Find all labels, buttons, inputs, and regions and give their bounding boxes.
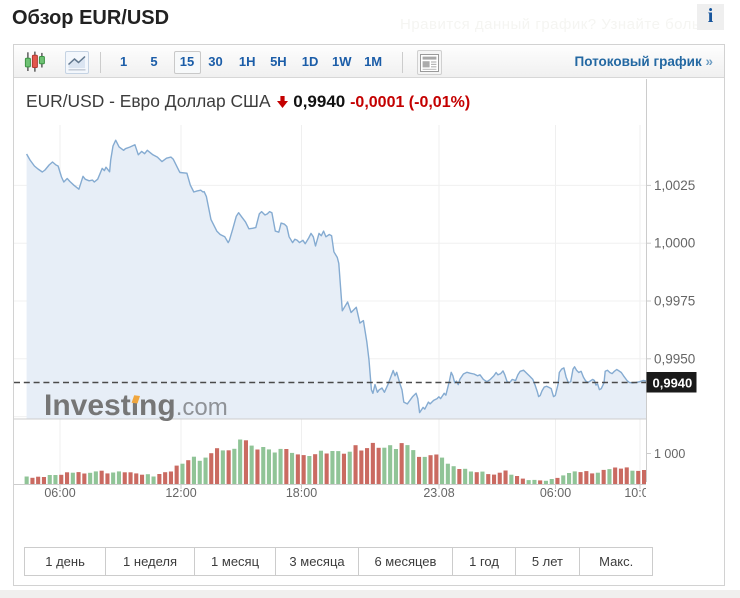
svg-text:06:00: 06:00 (540, 486, 571, 500)
svg-text:1 000: 1 000 (654, 447, 685, 461)
svg-text:12:00: 12:00 (165, 486, 196, 500)
svg-text:23.08: 23.08 (423, 486, 454, 500)
svg-text:10:00: 10:00 (624, 486, 655, 500)
svg-text:0,9975: 0,9975 (654, 294, 695, 309)
svg-text:0,9940: 0,9940 (653, 375, 693, 390)
svg-text:18:00: 18:00 (286, 486, 317, 500)
svg-text:1,0025: 1,0025 (654, 178, 695, 193)
svg-text:06:00: 06:00 (44, 486, 75, 500)
svg-text:Investıng.com: Investıng.com (44, 389, 228, 422)
svg-text:1,0000: 1,0000 (654, 236, 695, 251)
svg-text:0,9950: 0,9950 (654, 351, 695, 366)
